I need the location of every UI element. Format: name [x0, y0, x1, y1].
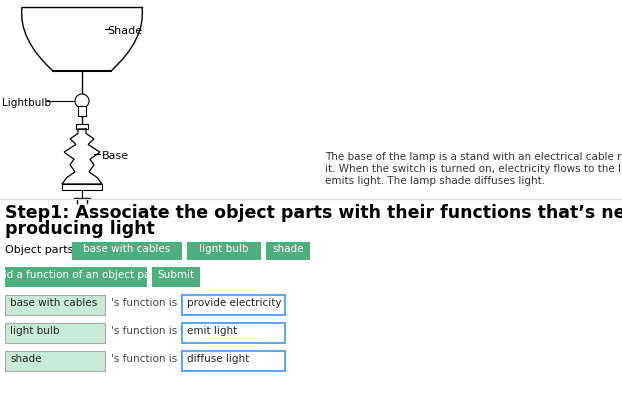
Bar: [5, 351, 105, 371]
Text: base with cables: base with cables: [10, 297, 97, 307]
Text: light bulb: light bulb: [10, 325, 60, 335]
Text: provide electricity: provide electricity: [187, 297, 282, 307]
Text: producing light: producing light: [5, 220, 155, 237]
Bar: [182, 351, 285, 371]
Bar: [76, 125, 88, 130]
Text: 's function is to: 's function is to: [111, 353, 191, 363]
Bar: [5, 267, 147, 287]
Text: shade: shade: [10, 353, 42, 363]
Text: it. When the switch is turned on, electricity flows to the lightbulb and it: it. When the switch is turned on, electr…: [325, 164, 622, 174]
Bar: [187, 243, 261, 260]
Text: Submit: Submit: [157, 269, 195, 279]
Text: emit light: emit light: [187, 325, 237, 335]
Bar: [182, 295, 285, 315]
Bar: [78, 107, 86, 117]
Text: Lightbulb: Lightbulb: [2, 98, 51, 108]
Bar: [152, 267, 200, 287]
Text: 's function is to: 's function is to: [111, 297, 191, 307]
Text: Step1: Associate the object parts with their functions that’s neccesary for: Step1: Associate the object parts with t…: [5, 203, 622, 222]
Text: 's function is to: 's function is to: [111, 325, 191, 335]
Text: base with cables: base with cables: [83, 243, 170, 254]
Text: Add a function of an object part: Add a function of an object part: [0, 269, 159, 279]
Text: Shade: Shade: [107, 26, 142, 36]
Bar: [62, 185, 102, 190]
Text: Base: Base: [102, 151, 129, 161]
Text: The base of the lamp is a stand with an electrical cable running through: The base of the lamp is a stand with an …: [325, 151, 622, 162]
Text: Object parts:: Object parts:: [5, 244, 77, 254]
Text: lignt bulb: lignt bulb: [199, 243, 249, 254]
Bar: [5, 295, 105, 315]
Bar: [5, 323, 105, 343]
Text: emits light. The lamp shade diffuses light.: emits light. The lamp shade diffuses lig…: [325, 175, 545, 185]
Bar: [72, 243, 182, 260]
Bar: [182, 323, 285, 343]
Circle shape: [75, 95, 89, 109]
Text: shade: shade: [272, 243, 304, 254]
Bar: [266, 243, 310, 260]
Text: diffuse light: diffuse light: [187, 353, 249, 363]
